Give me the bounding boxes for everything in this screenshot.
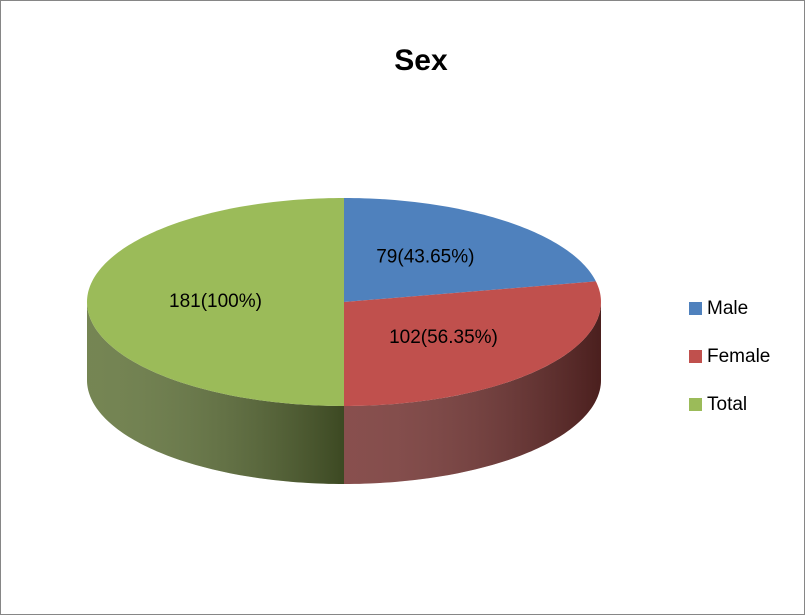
legend-label: Female (707, 346, 770, 367)
slice-side-shade (87, 302, 344, 484)
legend: Male Female Total (689, 298, 770, 415)
pie: 79(43.65%) 102(56.35%) 181(100%) (87, 198, 601, 484)
data-label: 181(100%) (169, 291, 262, 312)
slice-side-shade (344, 302, 601, 484)
slice (344, 198, 596, 302)
legend-swatch (689, 398, 702, 411)
legend-label: Total (707, 394, 747, 415)
legend-swatch (689, 350, 702, 363)
legend-swatch (689, 302, 702, 315)
slice (344, 281, 601, 406)
chart-title: Sex (394, 44, 448, 77)
data-label: 79(43.65%) (376, 247, 474, 268)
legend-label: Male (707, 298, 748, 319)
slice (87, 198, 344, 406)
data-label: 102(56.35%) (389, 327, 498, 348)
